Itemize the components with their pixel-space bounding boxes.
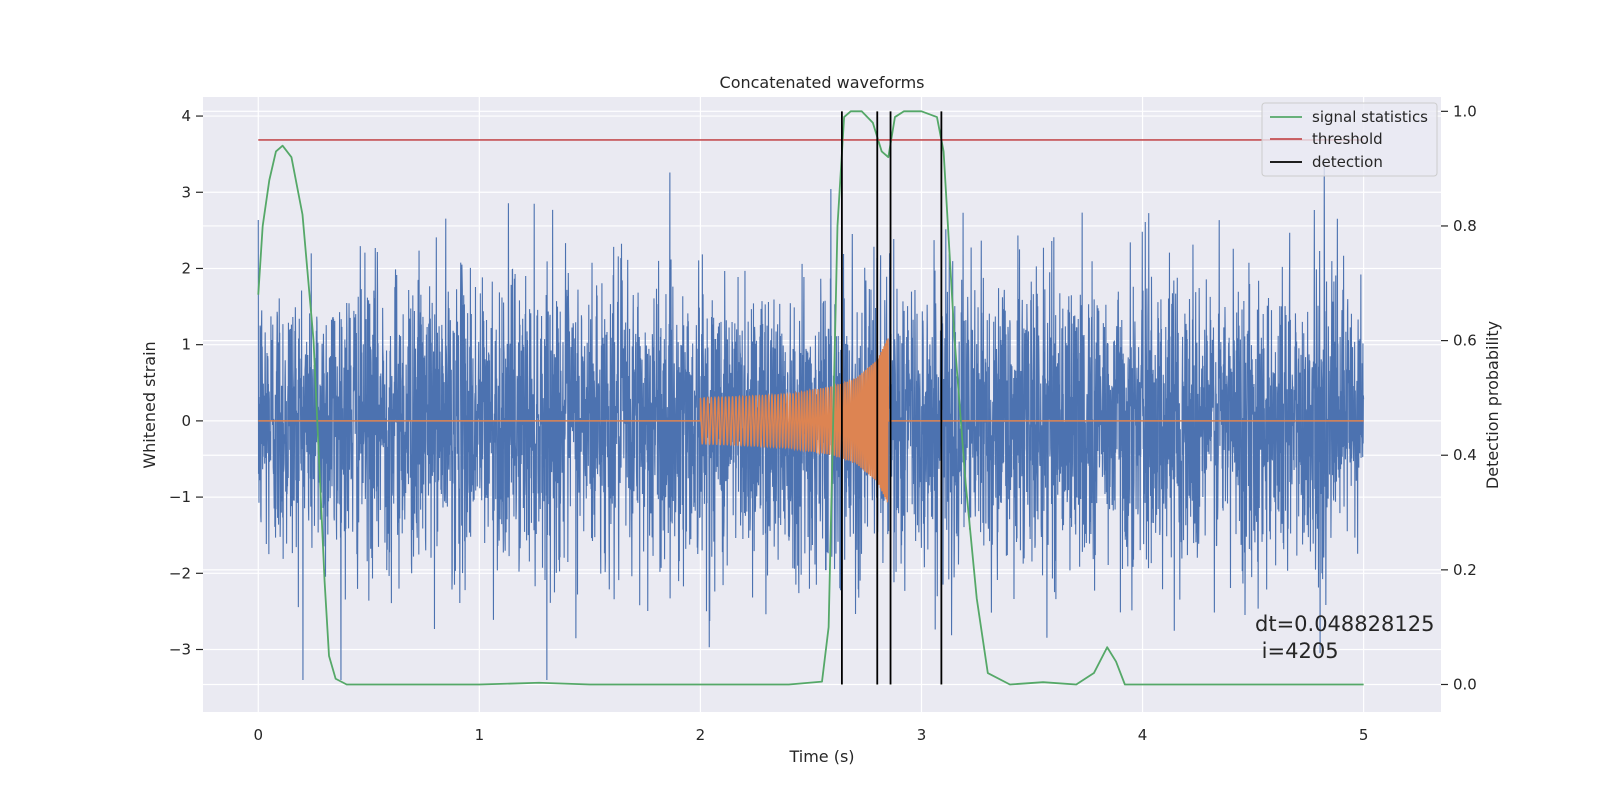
y2-tick-label: 0.2 [1453,561,1477,579]
y2-tick-label: 0.6 [1453,332,1477,350]
x-tick-label: 4 [1138,726,1148,744]
detection-series [840,111,943,685]
legend-label-threshold: threshold [1312,130,1383,148]
y2-axis-ticks: 0.0 0.2 0.4 0.6 0.8 1.0 [1441,102,1477,693]
legend-label-signal-statistics: signal statistics [1312,108,1428,126]
strain-series [257,158,1365,680]
y-tick-label: −3 [169,641,191,659]
y-axis-ticks: −3 −2 −1 0 1 2 3 4 [169,107,203,659]
chart-title: Concatenated waveforms [720,73,925,92]
annotation-index: i=4205 [1255,639,1339,663]
strain-line [257,158,1365,680]
chirp-line [258,338,1364,503]
signal-statistics-line [257,110,1364,686]
x-tick-label: 1 [475,726,485,744]
x-tick-label: 3 [917,726,927,744]
y2-axis-label: Detection probability [1483,321,1502,489]
y2-tick-label: 0.8 [1453,217,1477,235]
y-tick-label: −1 [169,488,191,506]
annotation-dt: dt=0.048828125 [1255,612,1434,636]
x-axis-label: Time (s) [788,747,854,766]
x-tick-label: 2 [696,726,706,744]
y-tick-label: 0 [181,412,191,430]
y-tick-label: 1 [181,336,191,354]
y2-tick-label: 1.0 [1453,102,1477,120]
y2-tick-label: 0.0 [1453,675,1477,693]
y-axis-label: Whitened strain [140,341,159,468]
y-tick-label: −2 [169,564,191,582]
y-tick-label: 4 [181,107,191,125]
x-tick-label: 5 [1359,726,1369,744]
y-tick-label: 2 [181,259,191,277]
chirp-series [258,338,1364,503]
legend: signal statistics threshold detection [1261,102,1438,177]
x-tick-label: 0 [253,726,263,744]
signal-statistics-series [257,110,1364,686]
y2-tick-label: 0.4 [1453,446,1477,464]
y-tick-label: 3 [181,183,191,201]
x-axis-ticks: 0 1 2 3 4 5 [253,726,1368,744]
legend-box [1261,102,1438,177]
legend-label-detection: detection [1312,153,1383,171]
